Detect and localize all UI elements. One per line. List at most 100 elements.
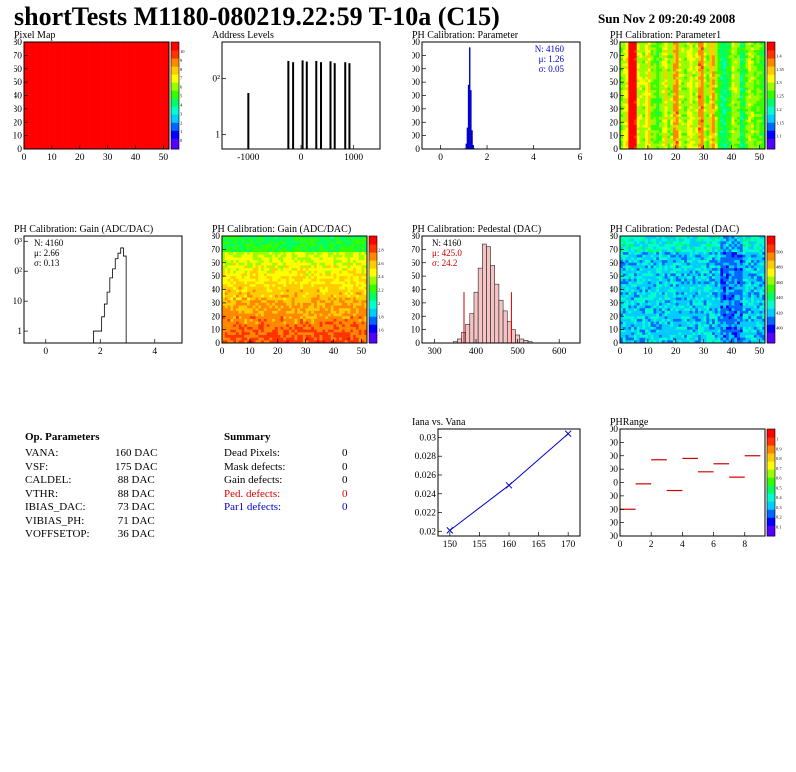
- pedestal-cell: [633, 265, 638, 269]
- parameter1-cell: [753, 79, 757, 83]
- ph-cal-pedestal-hist-ytick-label: 0: [415, 339, 420, 349]
- parameter1-cell: [647, 143, 651, 147]
- parameter1-cell: [731, 60, 735, 64]
- parameter1-cell: [661, 98, 665, 102]
- parameter1-cell: [620, 87, 624, 91]
- gain-cell: [355, 292, 359, 296]
- parameter1-cell: [664, 47, 668, 51]
- gain-cell: [330, 284, 334, 288]
- parameter1-cell: [695, 63, 699, 67]
- gain-cell: [333, 278, 337, 282]
- gain-cell: [255, 289, 259, 293]
- gain-cell: [222, 252, 226, 256]
- gain-cell: [258, 340, 262, 344]
- parameter1-cell: [642, 66, 646, 70]
- gain-cell: [222, 273, 226, 277]
- parameter1-cell: [745, 116, 749, 120]
- parameter1-cell: [631, 122, 635, 126]
- gain-cell: [355, 262, 359, 266]
- gain-cell: [227, 318, 231, 322]
- parameter1-cell: [717, 66, 721, 70]
- pedestal-bar: [519, 338, 525, 344]
- gain-cell: [302, 313, 306, 317]
- gain-cell: [344, 238, 348, 242]
- parameter1-cell: [725, 90, 730, 94]
- parameter1-cell: [756, 47, 760, 51]
- gain-cell: [311, 284, 315, 288]
- parameter1-cell: [703, 111, 707, 115]
- parameter1-cell: [742, 44, 746, 48]
- gain-cell: [241, 318, 245, 322]
- gain-cell: [266, 300, 270, 304]
- parameter1-cell: [620, 66, 624, 70]
- gain-cell: [305, 289, 309, 293]
- gain-cell: [247, 273, 251, 277]
- gain-cell: [222, 316, 226, 320]
- gain-cell: [269, 326, 273, 330]
- ph-cal-parameter1-ytick-label: 70: [610, 51, 618, 61]
- gain-cell: [347, 316, 351, 320]
- parameter1-cell: [739, 143, 743, 147]
- parameter1-cell: [636, 116, 640, 120]
- parameter1-cell: [731, 90, 735, 94]
- parameter1-cell: [639, 60, 643, 64]
- parameter1-cell: [622, 122, 626, 126]
- parameter1-cell: [695, 42, 699, 45]
- gain-cell: [269, 334, 273, 338]
- pedestal-cell: [645, 294, 649, 298]
- parameter1-cell: [636, 50, 640, 53]
- parameter1-cell: [684, 106, 688, 110]
- parameter1-cell: [692, 74, 696, 78]
- gain-cell: [233, 308, 237, 312]
- parameter1-cell: [678, 58, 682, 62]
- gain-cell: [353, 321, 357, 325]
- parameter1-cell: [753, 127, 757, 131]
- pedestal-cell: [645, 257, 649, 261]
- gain-cell: [316, 297, 320, 301]
- ph-cal-parameter1-palette-cell: [767, 146, 775, 150]
- parameter1-cell: [636, 79, 640, 83]
- gain-cell: [244, 273, 248, 277]
- parameter1-cell: [667, 146, 671, 150]
- parameter1-cell: [631, 143, 635, 147]
- gain-cell: [227, 241, 231, 245]
- ph-cal-gain-hist-xtick-label: 0: [43, 347, 48, 357]
- parameter1-cell: [723, 68, 727, 72]
- parameter1-cell: [759, 100, 763, 104]
- gain-cell: [347, 278, 351, 282]
- gain-cell: [224, 318, 228, 322]
- parameter1-cell: [647, 50, 651, 53]
- gain-cell: [364, 270, 368, 274]
- gain-cell: [277, 262, 281, 266]
- parameter1-cell: [756, 74, 760, 78]
- gain-cell: [300, 308, 304, 312]
- gain-cell: [341, 262, 345, 266]
- parameter1-cell: [631, 100, 635, 104]
- pedestal-cell: [636, 332, 640, 336]
- parameter1-cell: [628, 114, 632, 118]
- gain-cell: [344, 318, 348, 322]
- parameter1-cell: [698, 143, 702, 147]
- parameter1-cell: [692, 82, 696, 86]
- gain-cell: [247, 276, 251, 280]
- gain-cell: [355, 254, 359, 258]
- gain-cell: [294, 294, 298, 298]
- pedestal-cell: [622, 324, 626, 328]
- gain-cell: [277, 321, 281, 325]
- gain-cell: [227, 278, 231, 282]
- parameter1-cell: [678, 111, 682, 115]
- gain-cell: [316, 249, 320, 253]
- gain-cell: [272, 300, 276, 304]
- gain-cell: [341, 318, 345, 322]
- gain-cell: [249, 318, 253, 322]
- gain-cell: [322, 254, 326, 258]
- gain-cell: [330, 300, 334, 304]
- parameter1-cell: [753, 87, 757, 91]
- gain-cell: [305, 260, 309, 264]
- gain-cell: [266, 268, 270, 272]
- parameter1-cell: [720, 55, 724, 59]
- gain-cell: [244, 297, 248, 301]
- parameter1-cell: [748, 66, 752, 70]
- ph-cal-parameter-xtick-label: 0: [438, 153, 443, 163]
